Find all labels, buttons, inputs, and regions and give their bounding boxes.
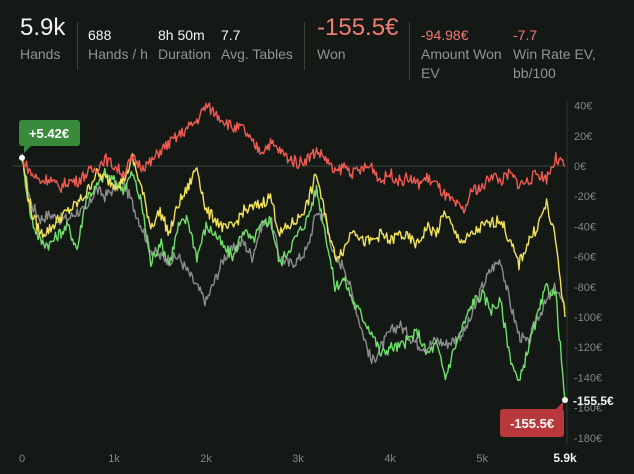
stat-hands-value: 5.9k [20, 14, 66, 41]
y-tick-label: -20€ [574, 191, 596, 203]
stat-hands-per-hour-value: 688 [88, 27, 112, 43]
series-line [21, 102, 566, 214]
x-tick-label: 3k [292, 453, 304, 465]
end-value-label: -155.5€ [573, 394, 614, 408]
y-tick-label: 40€ [574, 101, 592, 113]
y-tick-label: -80€ [574, 282, 596, 294]
stats-bar: 5.9k Hands 688 Hands / h 8h 50m Duration… [0, 0, 634, 90]
stat-win-rate-ev-label-1: Win Rate EV, [513, 46, 596, 62]
stat-win-rate-ev-value: -7.7 [513, 27, 538, 43]
end-badge [500, 409, 564, 437]
x-tick-label: 1k [108, 453, 120, 465]
end-point [562, 397, 568, 403]
x-tick-label: 5k [476, 453, 488, 465]
stats-divider [77, 22, 78, 70]
start-point [19, 154, 25, 161]
y-tick-label: -40€ [574, 221, 596, 233]
stat-won-label: Won [317, 46, 346, 62]
y-tick-label: 0€ [574, 161, 586, 173]
x-tick-label: 0 [19, 453, 25, 465]
start-badge-label: +5.42€ [29, 126, 69, 141]
start-badge [19, 120, 80, 146]
stat-duration-value: 8h 50m [158, 27, 205, 43]
x-tick-label: 4k [384, 453, 396, 465]
y-tick-label: -160€ [574, 403, 602, 415]
start-badge-pointer [24, 146, 31, 153]
stat-amount-won-ev-value: -94.98€ [421, 27, 469, 43]
series-line [21, 161, 566, 401]
y-tick-label: -60€ [574, 252, 596, 264]
x-tick-label: 2k [200, 453, 212, 465]
stat-won-value: -155.5€ [317, 14, 399, 41]
stat-duration-label: Duration [158, 46, 211, 62]
stat-avg-tables-label: Avg. Tables [221, 46, 293, 62]
y-tick-label: -180€ [574, 433, 602, 445]
stat-hands-label: Hands [20, 46, 61, 62]
y-tick-label: 20€ [574, 131, 592, 143]
stat-avg-tables-value: 7.7 [221, 27, 241, 43]
series-line [21, 153, 566, 318]
x-tick-label: 5.9k [553, 451, 577, 465]
y-tick-label: -140€ [574, 372, 602, 384]
profit-chart: 40€ 20€ 0€ -20€ -40€ -60€ -80€ -100€ -120€ -140€ -… [12, 100, 614, 465]
series-line [21, 153, 566, 365]
stats-divider [409, 22, 410, 80]
end-badge-label: -155.5€ [510, 416, 554, 431]
y-tick-label: -120€ [574, 342, 602, 354]
end-badge-pointer [556, 402, 563, 409]
stat-amount-won-ev-label-1: Amount Won [421, 46, 502, 62]
stat-amount-won-ev-label-2: EV [421, 65, 440, 81]
stat-win-rate-ev-label-2: bb/100 [513, 65, 556, 81]
stats-divider [304, 22, 305, 70]
stat-hands-per-hour-label: Hands / h [88, 46, 148, 62]
y-tick-label: -100€ [574, 312, 602, 324]
